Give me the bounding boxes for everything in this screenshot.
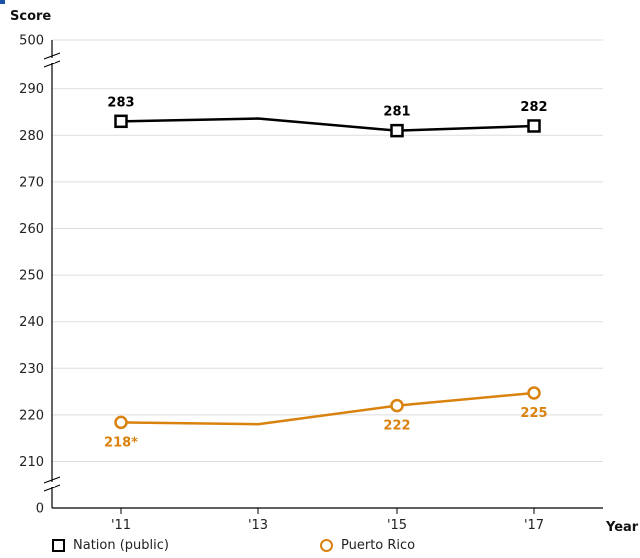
- square-marker: [390, 123, 404, 138]
- y-axis-title: Score: [10, 9, 51, 24]
- data-label: 225: [520, 406, 547, 421]
- data-labels: 283 281 282 218* 222 225: [104, 95, 548, 450]
- x-tick-label-3: '17: [524, 518, 544, 533]
- x-tick-label-2: '15: [387, 518, 407, 533]
- y-tick-label-240: 240: [19, 315, 44, 330]
- axis-break-mark-1: [43, 476, 61, 484]
- x-tick-label-0: '11: [111, 518, 131, 533]
- data-label: 222: [383, 419, 410, 434]
- data-label: 281: [383, 105, 410, 120]
- x-axis-title: Year: [605, 520, 639, 535]
- series-lines: [114, 114, 541, 430]
- legend-label-puerto-rico: Puerto Rico: [341, 538, 416, 553]
- y-tick-label-290: 290: [19, 82, 44, 97]
- y-tick-label-210: 210: [19, 455, 44, 470]
- y-tick-label-270: 270: [19, 175, 44, 190]
- axis-break-mark-1: [43, 484, 61, 492]
- y-tick-label-500: 500: [19, 34, 44, 49]
- y-tick-label-0: 0: [36, 502, 44, 517]
- data-label: 218*: [104, 435, 138, 450]
- grid-lines: [52, 39, 603, 462]
- circle-marker: [114, 415, 128, 430]
- axis-break-mark-0: [43, 52, 61, 60]
- y-tick-label-230: 230: [19, 362, 44, 377]
- series-line-1: [120, 391, 535, 426]
- square-marker-icon: [52, 539, 65, 552]
- square-marker: [527, 119, 541, 133]
- axis-break-gap-top: [49, 58, 55, 63]
- axis-break-mark-0: [43, 60, 61, 68]
- legend: Nation (public) Puerto Rico: [52, 538, 612, 558]
- data-label: 282: [520, 100, 547, 115]
- circle-marker: [390, 398, 404, 413]
- legend-label-nation: Nation (public): [73, 538, 169, 553]
- square-marker: [114, 114, 128, 129]
- y-tick-label-280: 280: [19, 129, 44, 144]
- axes: [43, 40, 603, 509]
- y-axis-ticks: 0 210 220 230 240 250 260 270 280 290 500: [19, 34, 44, 517]
- x-tick-label-1: '13: [248, 518, 268, 533]
- y-tick-label-250: 250: [19, 269, 44, 284]
- series-line-0: [120, 117, 535, 132]
- legend-item-puerto-rico: Puerto Rico: [320, 538, 415, 553]
- legend-item-nation: Nation (public): [52, 538, 169, 553]
- top-accent-bar: [0, 0, 5, 4]
- x-axis-ticks: '11 '13 '15 '17: [111, 508, 544, 533]
- circle-marker: [527, 386, 541, 400]
- axis-break-gap-bottom: [49, 482, 55, 487]
- y-tick-label-220: 220: [19, 408, 44, 423]
- y-tick-label-260: 260: [19, 222, 44, 237]
- data-label: 283: [107, 95, 134, 110]
- circle-marker-icon: [320, 539, 333, 552]
